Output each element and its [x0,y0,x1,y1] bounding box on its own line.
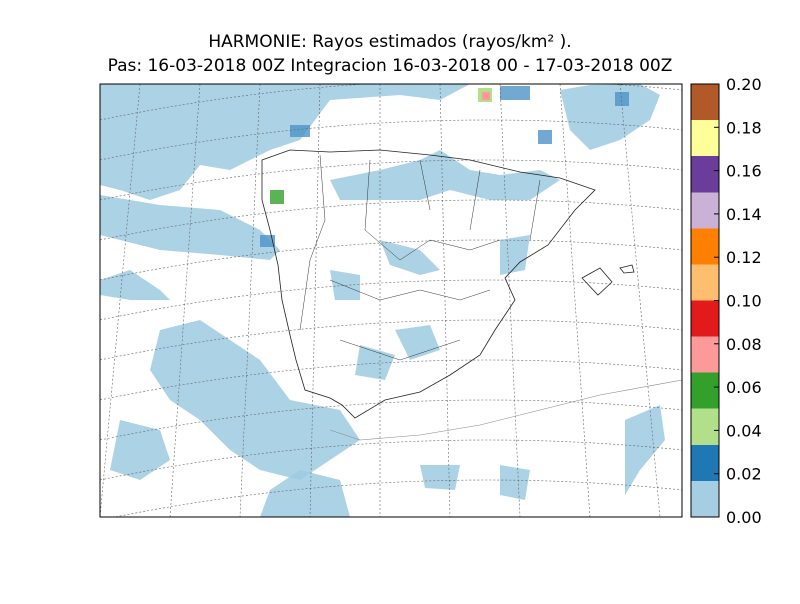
regional-borders [299,154,541,361]
colorbar-tick-label: 0.16 [726,162,762,181]
africa-coast [329,379,682,441]
colorbar-tick-label: 0.00 [726,508,762,527]
map-frame [99,83,683,518]
colorbar-tick-label: 0.02 [726,465,762,484]
islands [581,264,635,296]
colorbar-tick-label: 0.12 [726,248,762,267]
colorbar-tick-label: 0.18 [726,118,762,137]
colorbar-tick-label: 0.14 [726,205,762,224]
colorbar-tick-label: 0.08 [726,335,762,354]
colorbar-tick-label: 0.10 [726,292,762,311]
graticule [100,84,682,517]
title-line: HARMONIE: Rayos estimados (rayos/km² ). [208,32,571,52]
colorbar-tick-label: 0.06 [726,378,762,397]
coastline [261,149,596,419]
title-line: Pas: 16-03-2018 00Z Integracion 16-03-20… [108,56,673,76]
colorbar-tick-label: 0.20 [726,75,762,94]
precipitation-field [100,84,665,517]
map [100,84,682,517]
colorbar-tick-label: 0.04 [726,421,762,440]
